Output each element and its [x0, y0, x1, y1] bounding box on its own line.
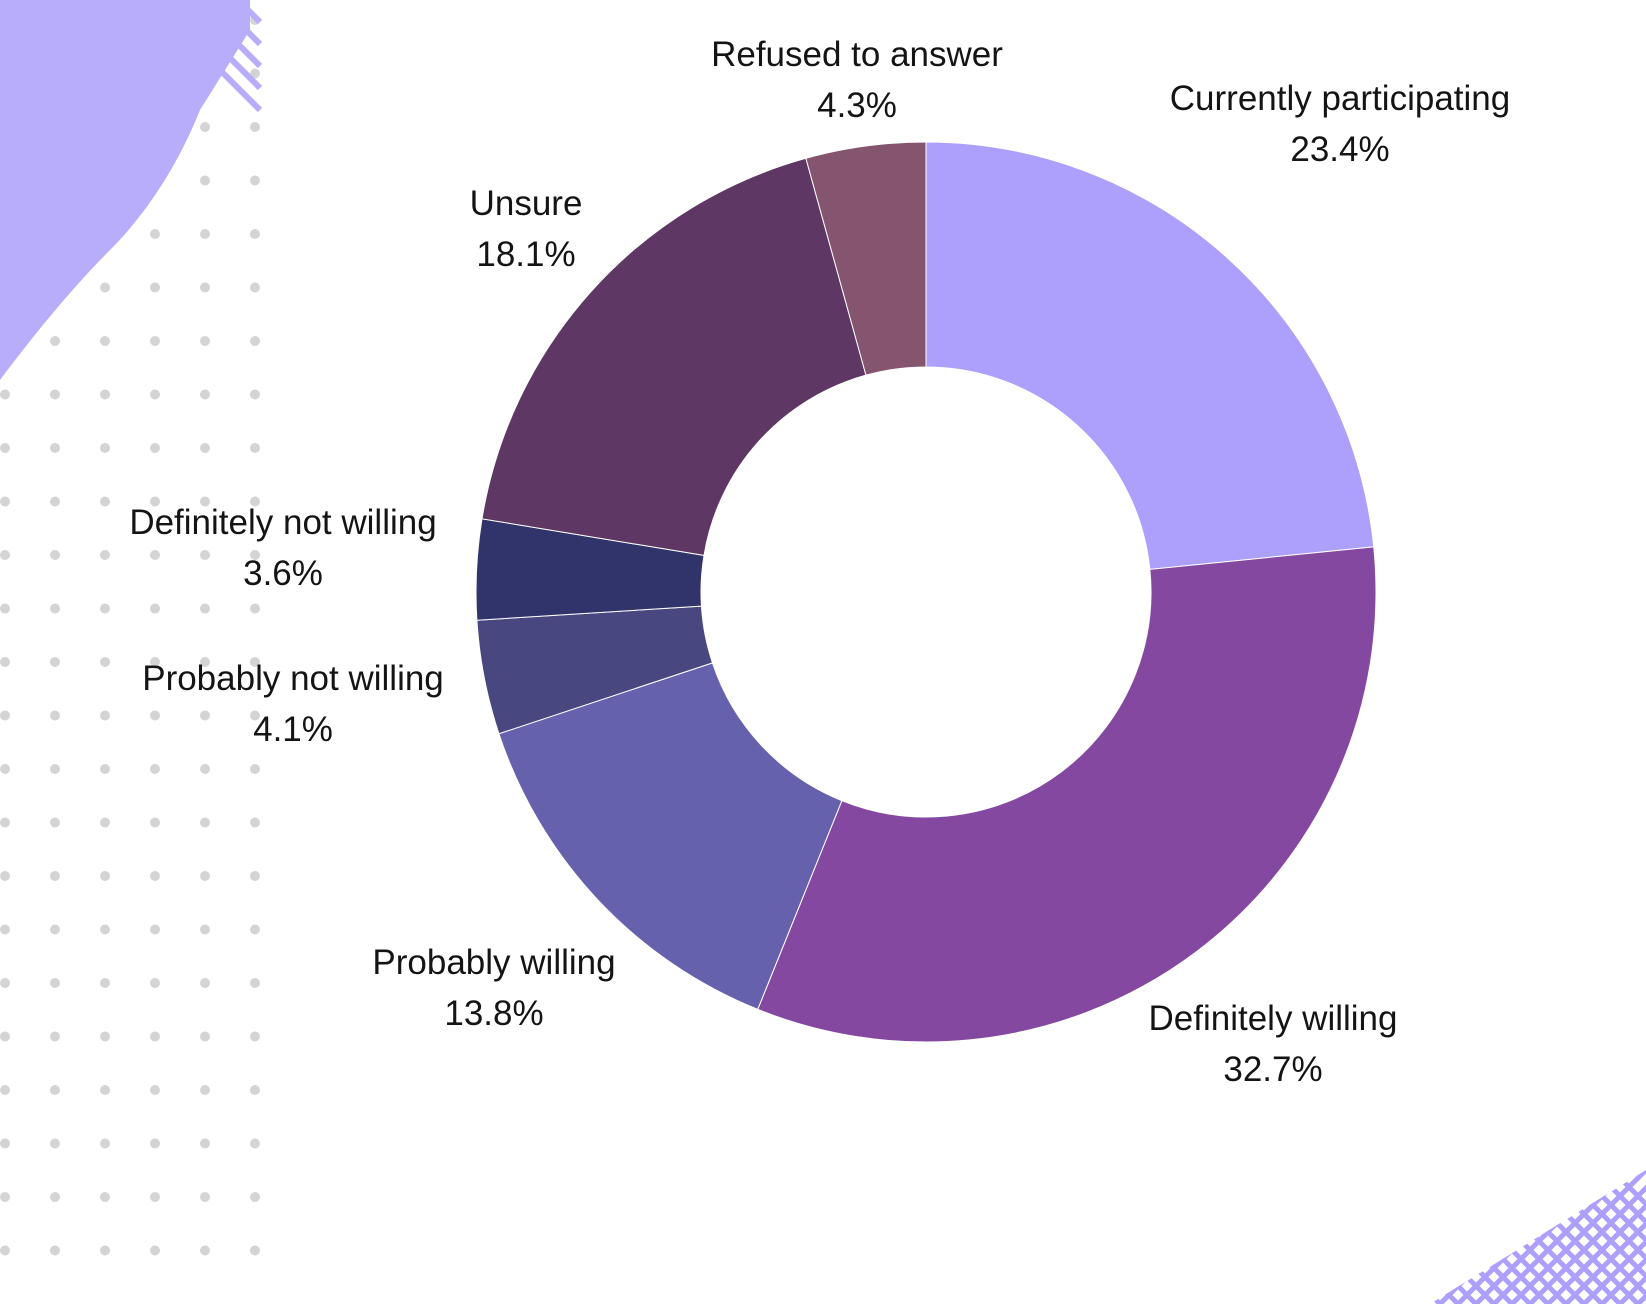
- slice-value-probably-willing: 13.8%: [444, 994, 543, 1033]
- slice-label-probably-not-willing: Probably not willing: [142, 659, 444, 698]
- slice-value-definitely-not-willing: 3.6%: [243, 554, 323, 593]
- slice-definitely-willing: [757, 546, 1377, 1043]
- slice-currently-participating: [925, 141, 1375, 570]
- blob-shape: [0, 0, 263, 380]
- slice-label-definitely-willing: Definitely willing: [1149, 999, 1398, 1038]
- slice-label-probably-willing: Probably willing: [372, 943, 615, 982]
- slice-label-unsure: Unsure: [470, 184, 583, 223]
- slice-refused-to-answer: [805, 141, 927, 376]
- slice-value-currently-participating: 23.4%: [1290, 130, 1389, 169]
- slice-probably-willing: [498, 662, 843, 1011]
- slice-label-refused-to-answer: Refused to answer: [711, 35, 1003, 74]
- slice-value-unsure: 18.1%: [476, 235, 575, 274]
- slice-value-probably-not-willing: 4.1%: [253, 710, 333, 749]
- slice-value-refused-to-answer: 4.3%: [817, 86, 897, 125]
- slice-unsure: [481, 157, 867, 556]
- slice-value-definitely-willing: 32.7%: [1223, 1050, 1322, 1089]
- slice-label-definitely-not-willing: Definitely not willing: [129, 503, 436, 542]
- slice-label-currently-participating: Currently participating: [1170, 79, 1510, 118]
